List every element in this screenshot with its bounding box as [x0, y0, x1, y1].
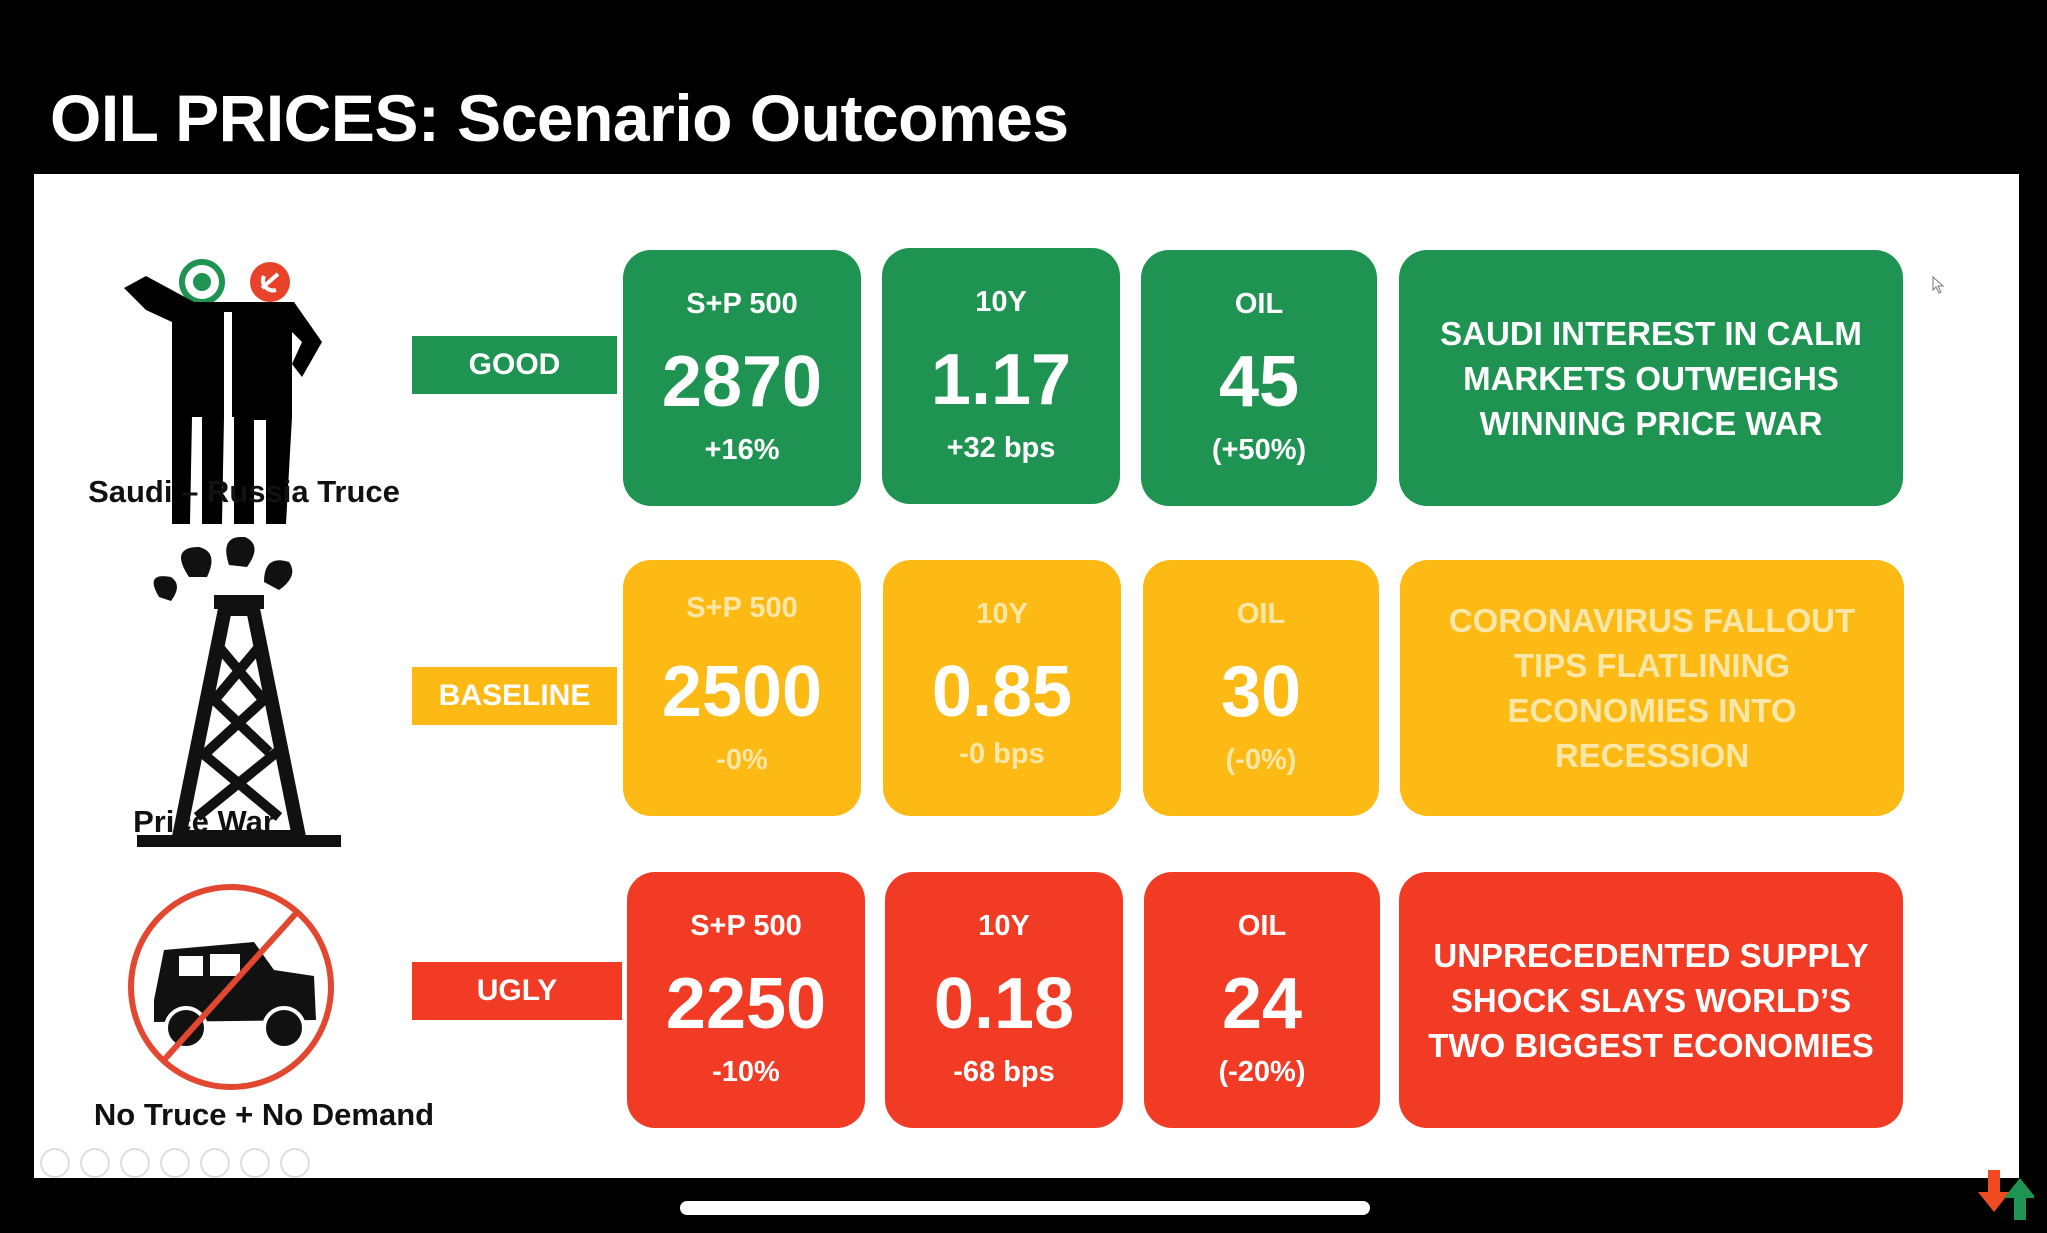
10y-change: -0 bps	[959, 738, 1045, 770]
scenario-tag-baseline: BASELINE	[412, 667, 617, 725]
oil-value: 45	[1218, 342, 1300, 422]
10y-change: -68 bps	[953, 1056, 1055, 1088]
outcome-note-baseline: CORONAVIRUS FALLOUT TIPS FLATLINING ECON…	[1400, 560, 1904, 816]
10y-value: 0.85	[931, 652, 1073, 732]
oil-label: OIL	[1237, 910, 1287, 942]
scenario-tag-good: GOOD	[412, 336, 617, 394]
oil-label: OIL	[1236, 598, 1286, 630]
scenario-name-price-war: Price War	[133, 804, 275, 839]
presentation-toolbar	[40, 1148, 310, 1178]
scenario-name-truce: Saudi – Russia Truce	[88, 474, 400, 509]
10y-change: +32 bps	[946, 432, 1056, 464]
outcome-note-ugly: UNPRECEDENTED SUPPLY SHOCK SLAYS WORLD’S…	[1399, 872, 1903, 1128]
next-slide-icon[interactable]	[80, 1148, 110, 1178]
more-icon[interactable]	[280, 1148, 310, 1178]
outcome-note-good: SAUDI INTEREST IN CALM MARKETS OUTWEIGHS…	[1399, 250, 1903, 506]
arrows-logo-icon	[1978, 1170, 2034, 1220]
oil-change: (+50%)	[1211, 434, 1307, 466]
pen-icon[interactable]	[120, 1148, 150, 1178]
sp500-card-ugly: S+P 500 2250 -10%	[627, 872, 865, 1128]
10y-card-ugly: 10Y 0.18 -68 bps	[885, 872, 1123, 1128]
scenario-tag-ugly: UGLY	[412, 962, 622, 1020]
oil-label: OIL	[1234, 288, 1284, 320]
zoom-icon[interactable]	[200, 1148, 230, 1178]
no-vehicle-icon	[128, 884, 334, 1090]
sp500-value: 2870	[661, 342, 823, 422]
oil-value: 30	[1220, 652, 1302, 732]
slide: OIL PRICES: Scenario Outcomes Saudi – Ru…	[34, 62, 2034, 1220]
handshake-figures-icon	[124, 259, 322, 524]
sp500-change: -0%	[716, 744, 768, 776]
sp500-change: -10%	[712, 1056, 780, 1088]
sp500-change: +16%	[704, 434, 780, 466]
sp500-value: 2500	[661, 652, 823, 732]
sp500-card-good: S+P 500 2870 +16%	[623, 250, 861, 506]
title-bar: OIL PRICES: Scenario Outcomes	[34, 62, 2019, 174]
home-indicator[interactable]	[680, 1201, 1370, 1215]
slides-icon[interactable]	[160, 1148, 190, 1178]
oil-card-ugly: OIL 24 (-20%)	[1144, 872, 1380, 1128]
10y-card-good: 10Y 1.17 +32 bps	[882, 248, 1120, 504]
slide-title: OIL PRICES: Scenario Outcomes	[50, 81, 1069, 155]
prev-slide-icon[interactable]	[40, 1148, 70, 1178]
10y-label: 10Y	[978, 910, 1030, 942]
sp500-label: S+P 500	[686, 592, 798, 624]
sp500-label: S+P 500	[690, 910, 802, 942]
10y-value: 0.18	[933, 964, 1075, 1044]
mouse-pointer-icon	[1932, 276, 1945, 294]
10y-label: 10Y	[975, 286, 1027, 318]
scenario-name-no-truce: No Truce + No Demand	[93, 1097, 435, 1132]
oil-change: (-0%)	[1225, 744, 1297, 776]
10y-card-baseline: 10Y 0.85 -0 bps	[883, 560, 1121, 816]
sp500-card-baseline: S+P 500 2500 -0%	[623, 560, 861, 816]
oil-change: (-20%)	[1218, 1056, 1306, 1088]
sp500-value: 2250	[665, 964, 827, 1044]
10y-label: 10Y	[976, 598, 1028, 630]
10y-value: 1.17	[930, 340, 1072, 420]
oil-card-good: OIL 45 (+50%)	[1141, 250, 1377, 506]
sp500-label: S+P 500	[686, 288, 798, 320]
oil-derrick-icon	[137, 537, 341, 847]
oil-value: 24	[1221, 964, 1303, 1044]
oil-card-baseline: OIL 30 (-0%)	[1143, 560, 1379, 816]
screen-icon[interactable]	[240, 1148, 270, 1178]
